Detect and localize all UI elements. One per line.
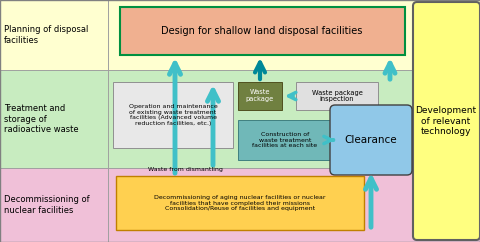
- Text: Decommissioning of aging nuclear facilities or nuclear
facilities that have comp: Decommissioning of aging nuclear facilit…: [154, 195, 326, 211]
- Text: Planning of disposal
facilities: Planning of disposal facilities: [4, 25, 88, 45]
- Text: Treatment and
storage of
radioactive waste: Treatment and storage of radioactive was…: [4, 104, 79, 134]
- Bar: [113, 82, 233, 148]
- Bar: [238, 120, 333, 160]
- Bar: [0, 168, 480, 242]
- Text: Clearance: Clearance: [345, 135, 397, 145]
- Text: Decommissioning of
nuclear facilities: Decommissioning of nuclear facilities: [4, 195, 90, 215]
- Text: Waste from dismantling: Waste from dismantling: [148, 167, 223, 172]
- Bar: [238, 82, 282, 110]
- Text: Design for shallow land disposal facilities: Design for shallow land disposal facilit…: [161, 26, 363, 36]
- Bar: [296, 82, 378, 110]
- Bar: [116, 176, 364, 230]
- Text: Operation and maintenance
of existing waste treatment
facilities (Advanced volum: Operation and maintenance of existing wa…: [129, 104, 217, 126]
- FancyBboxPatch shape: [330, 105, 412, 175]
- Bar: [0, 70, 480, 168]
- Text: Construction of
waste treatment
facilities at each site: Construction of waste treatment faciliti…: [252, 132, 318, 148]
- Text: Development
of relevant
technology: Development of relevant technology: [415, 106, 477, 136]
- FancyBboxPatch shape: [413, 2, 480, 240]
- Text: Waste package
inspection: Waste package inspection: [312, 90, 362, 103]
- Bar: [120, 7, 405, 55]
- Text: Waste
package: Waste package: [246, 90, 274, 103]
- Bar: [0, 0, 480, 70]
